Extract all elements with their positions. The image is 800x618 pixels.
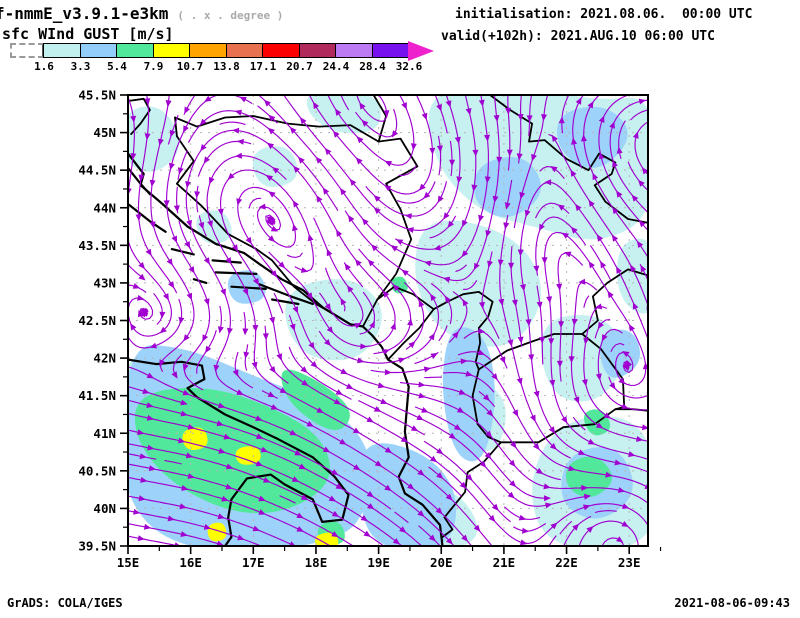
axes: 45.5N 45N 44.5N 44N 43.5N 43N 42.5N 42N 41.5N 41N… <box>78 88 662 570</box>
colorbar-segment-7 <box>298 43 336 58</box>
lat-axis-label: 42.5N <box>78 313 116 328</box>
lat-axis-label: 40.5N <box>78 463 116 478</box>
lat-axis-label: 40N <box>93 501 116 516</box>
lon-axis-label: 21E <box>493 555 516 570</box>
colorbar-tick-label: 7.9 <box>143 60 164 73</box>
colorbar-tick-label: 1.6 <box>34 60 54 73</box>
colorbar-tick-label: 10.7 <box>176 60 204 73</box>
coastlines-and-borders <box>128 95 648 546</box>
initialisation-time: initialisation: 2021.08.06. 00:00 UTC <box>455 7 753 22</box>
colorbar-segment-1 <box>79 43 117 58</box>
wind-streamlines <box>128 95 648 546</box>
lat-axis-label: 39.5N <box>78 539 116 554</box>
lon-axis-label: 17E <box>242 555 265 570</box>
grid-resolution-note: ( . x . degree ) <box>177 9 284 22</box>
lat-axis-label: 45.5N <box>78 88 116 103</box>
colorbar-segment-9 <box>371 43 409 58</box>
lat-axis-label: 44N <box>93 200 116 215</box>
streamline-arrowheads <box>128 95 648 546</box>
valid-time: valid(+102h): 2021.AUG.10 06:00 UTC <box>441 29 715 44</box>
lon-axis-label: 20E <box>430 555 453 570</box>
colorbar <box>10 40 434 61</box>
map-clipped-content <box>128 95 648 546</box>
colorbar-segment-3 <box>152 43 190 58</box>
colorbar-segment-5 <box>225 43 263 58</box>
map-canvas: 45.5N 45N 44.5N 44N 43.5N 43N 42.5N 42N 41.5N 41N… <box>78 88 662 570</box>
model-title: f-nmmE_v3.9.1-e3km <box>0 4 169 23</box>
colorbar-tick-label: 32.6 <box>395 60 423 73</box>
lat-axis-label: 43N <box>93 275 116 290</box>
field-title: sfc WInd GUST [m/s] <box>2 25 174 43</box>
grads-credit: GrADS: COLA/IGES <box>7 596 123 610</box>
creation-timestamp: 2021-08-06-09:43 <box>674 596 790 610</box>
colorbar-tick-label: 5.4 <box>107 60 127 73</box>
colorbar-segment-2 <box>116 43 154 58</box>
lon-axis-label: 18E <box>305 555 328 570</box>
lat-axis-label: 41.5N <box>78 388 116 403</box>
colorbar-segment-0 <box>43 43 81 58</box>
lon-axis-label: 16E <box>179 555 202 570</box>
map-frame <box>127 94 649 547</box>
colorbar-segment-8 <box>335 43 373 58</box>
lat-axis-label: 43.5N <box>78 238 116 253</box>
map-plot: 45.5N 45N 44.5N 44N 43.5N 43N 42.5N 42N 41.5N 41N… <box>78 88 662 570</box>
colorbar-tick-label: 28.4 <box>359 60 386 73</box>
colorbar-overflow-arrow <box>408 40 434 61</box>
lon-axis-label: 23E <box>618 555 641 570</box>
colorbar-tick-label: 24.4 <box>322 60 350 73</box>
lat-axis-label: 41N <box>93 426 116 441</box>
colorbar-segment-undershoot <box>10 43 44 58</box>
lat-axis-label: 45N <box>93 125 116 140</box>
colorbar-tick-labels: 1.6 3.3 5.4 7.9 10.7 13.8 17.1 20.7 24.4 28.4 32.6 <box>10 60 450 74</box>
colorbar-segment-4 <box>189 43 227 58</box>
lat-axis-label: 42N <box>93 351 116 366</box>
colorbar-tick-label: 17.1 <box>249 60 277 73</box>
lat-axis-label: 44.5N <box>78 163 116 178</box>
header-title-row: f-nmmE_v3.9.1-e3km ( . x . degree ) <box>0 4 283 23</box>
lon-axis-label: 15E <box>117 555 140 570</box>
lon-axis-label: 19E <box>367 555 390 570</box>
colorbar-segment-6 <box>262 43 300 58</box>
colorbar-tick-label: 3.3 <box>70 60 91 73</box>
gust-shading <box>128 95 648 546</box>
graticule <box>128 95 648 546</box>
colorbar-tick-label: 20.7 <box>286 60 313 73</box>
lon-axis-label: 22E <box>555 555 578 570</box>
map-area: 45.5N 45N 44.5N 44N 43.5N 43N 42.5N 42N 41.5N 41N… <box>70 88 690 580</box>
colorbar-tick-label: 13.8 <box>213 60 240 73</box>
